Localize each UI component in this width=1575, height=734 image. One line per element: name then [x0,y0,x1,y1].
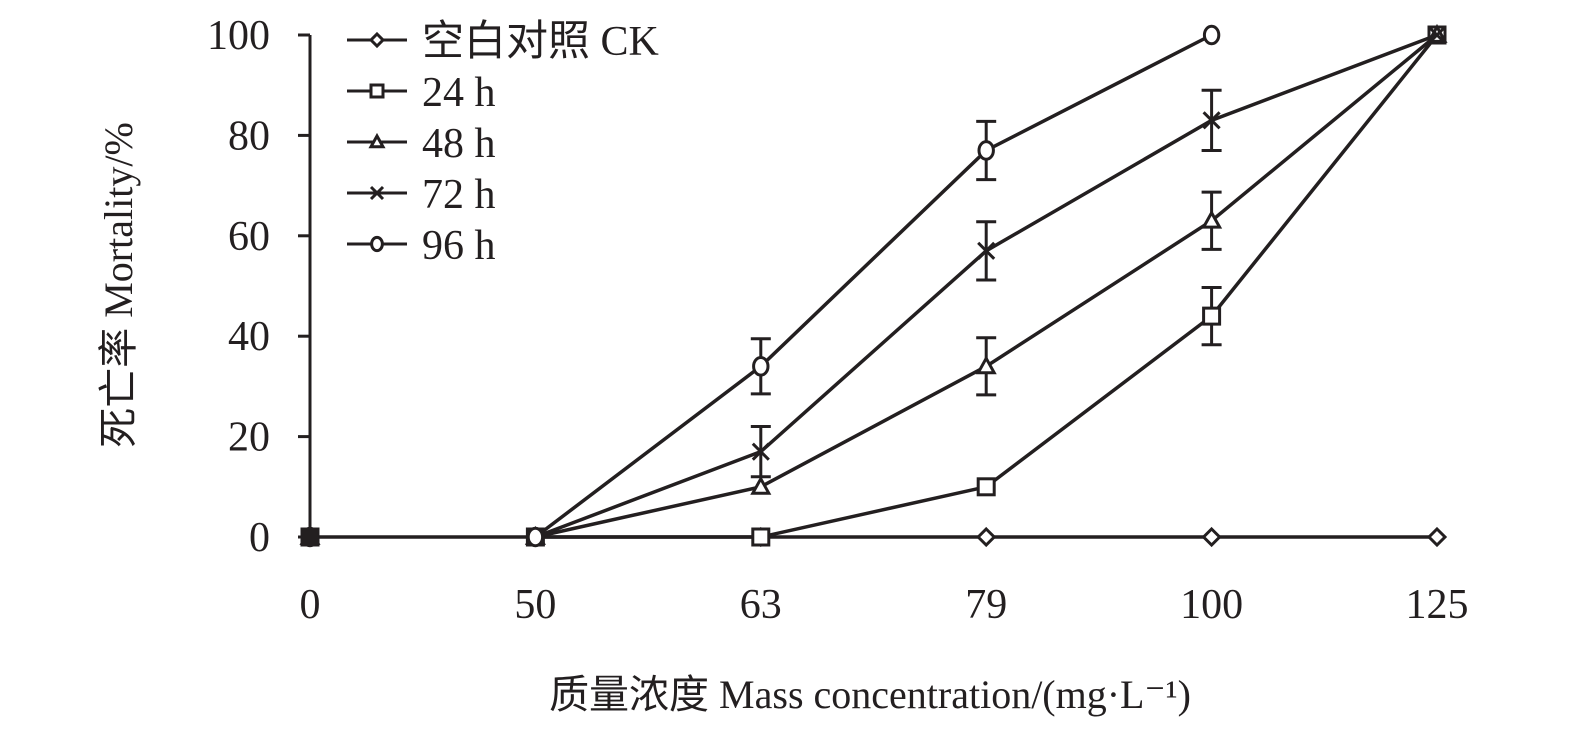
y-tick-label: 80 [228,113,270,159]
circle-marker [977,140,995,161]
series-lines [299,23,1448,548]
legend-label: 96 h [422,223,496,269]
y-tick-label: 0 [249,515,270,561]
square-marker [976,477,996,497]
series-line [534,33,1438,539]
x-tick-label: 125 [1406,582,1469,628]
y-tick-label: 60 [228,214,270,260]
y-tick-label: 40 [228,314,270,360]
legend-label: 24 h [422,70,496,116]
series-0 [299,526,1448,548]
triangle-marker [368,132,386,149]
y-tick-label: 100 [207,13,270,59]
circle-marker [752,356,770,377]
x-tick-label: 63 [740,582,782,628]
legend: 空白对照 CK 24 h 48 h 72 h 96 h [347,18,659,269]
x-marker [1202,111,1221,130]
y-tick-label: 20 [228,415,270,461]
origin-marker [302,529,318,545]
triangle-marker [975,355,997,375]
square-marker [1202,306,1222,326]
circle-marker [526,526,545,548]
x-marker [977,241,996,260]
square-marker [751,527,771,547]
series-line [534,33,1213,539]
triangle-marker [1201,209,1223,229]
x-tick-label: 79 [965,582,1007,628]
x-axis-label: 质量浓度 Mass concentration/(mg·L⁻¹) [549,672,1191,717]
legend-label: 空白对照 CK [422,18,659,65]
x-marker [1427,25,1447,45]
y-axis-label: 死亡率 Mortality/% [96,122,141,448]
x-marker [751,442,770,461]
triangle-marker [750,475,772,495]
x-tick-label: 100 [1180,582,1243,628]
x-tick-label: 0 [300,582,321,628]
x-tick-label: 50 [514,582,556,628]
legend-label: 48 h [422,121,496,167]
diamond-marker [368,31,386,49]
square-marker [369,83,385,99]
legend-label: 72 h [422,172,496,218]
circle-marker [370,235,384,253]
circle-marker [1202,24,1221,46]
x-marker [369,185,385,201]
diamond-marker [1201,526,1222,548]
axes: 0 20 40 60 80 100 0 50 63 79 100 125 [207,13,1469,628]
diamond-marker [976,526,997,548]
diamond-marker [1426,526,1448,548]
series-line [535,33,1439,539]
series-line [535,33,1439,539]
